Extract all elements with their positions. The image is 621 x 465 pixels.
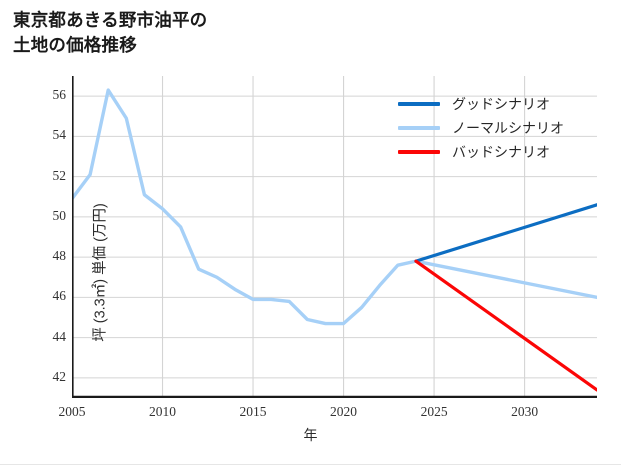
y-axis-tick-label: 50 bbox=[52, 207, 67, 223]
y-axis-tick-label: 56 bbox=[52, 87, 67, 103]
y-axis-tick-label: 54 bbox=[52, 127, 67, 143]
page-title: 東京都あきる野市油平の 土地の価格推移 bbox=[13, 10, 208, 55]
legend-label-normal: ノーマルシナリオ bbox=[452, 120, 564, 136]
legend-item-good[interactable]: グッドシナリオ bbox=[398, 92, 608, 116]
legend-swatch-good bbox=[398, 102, 440, 106]
legend-swatch-bad bbox=[398, 150, 440, 154]
legend-item-normal[interactable]: ノーマルシナリオ bbox=[398, 116, 608, 140]
series-line-normal bbox=[72, 88, 597, 326]
series-line-good bbox=[414, 203, 597, 263]
y-axis-tick-labels: 42 44 46 48 50 52 54 56 bbox=[26, 0, 67, 465]
legend-label-bad: バッドシナリオ bbox=[452, 144, 550, 160]
legend-swatch-normal bbox=[398, 126, 440, 130]
x-axis-title: 年 bbox=[303, 427, 318, 443]
data-series bbox=[72, 88, 597, 392]
y-axis-tick-label: 42 bbox=[52, 368, 67, 384]
y-axis-tick-label: 46 bbox=[52, 288, 67, 304]
y-axis-title: 坪 (3.3㎡) 単価 (万円) bbox=[92, 203, 109, 342]
legend-label-good: グッドシナリオ bbox=[452, 96, 550, 112]
x-axis-tick-label: 2020 bbox=[330, 404, 358, 419]
x-axis-tick-label: 2025 bbox=[420, 404, 448, 419]
y-axis-tick-label: 44 bbox=[52, 328, 67, 344]
chart-legend: グッドシナリオ ノーマルシナリオ バッドシナリオ bbox=[398, 92, 608, 164]
x-axis-tick-label: 2015 bbox=[239, 404, 267, 419]
legend-item-bad[interactable]: バッドシナリオ bbox=[398, 140, 608, 164]
x-axis-tick-label: 2010 bbox=[149, 404, 177, 419]
series-line-bad bbox=[414, 259, 597, 392]
y-axis-tick-label: 52 bbox=[52, 167, 67, 183]
x-axis-tick-label: 2005 bbox=[58, 404, 86, 419]
y-axis-tick-label: 48 bbox=[52, 248, 67, 264]
x-axis-tick-label: 2030 bbox=[511, 404, 539, 419]
